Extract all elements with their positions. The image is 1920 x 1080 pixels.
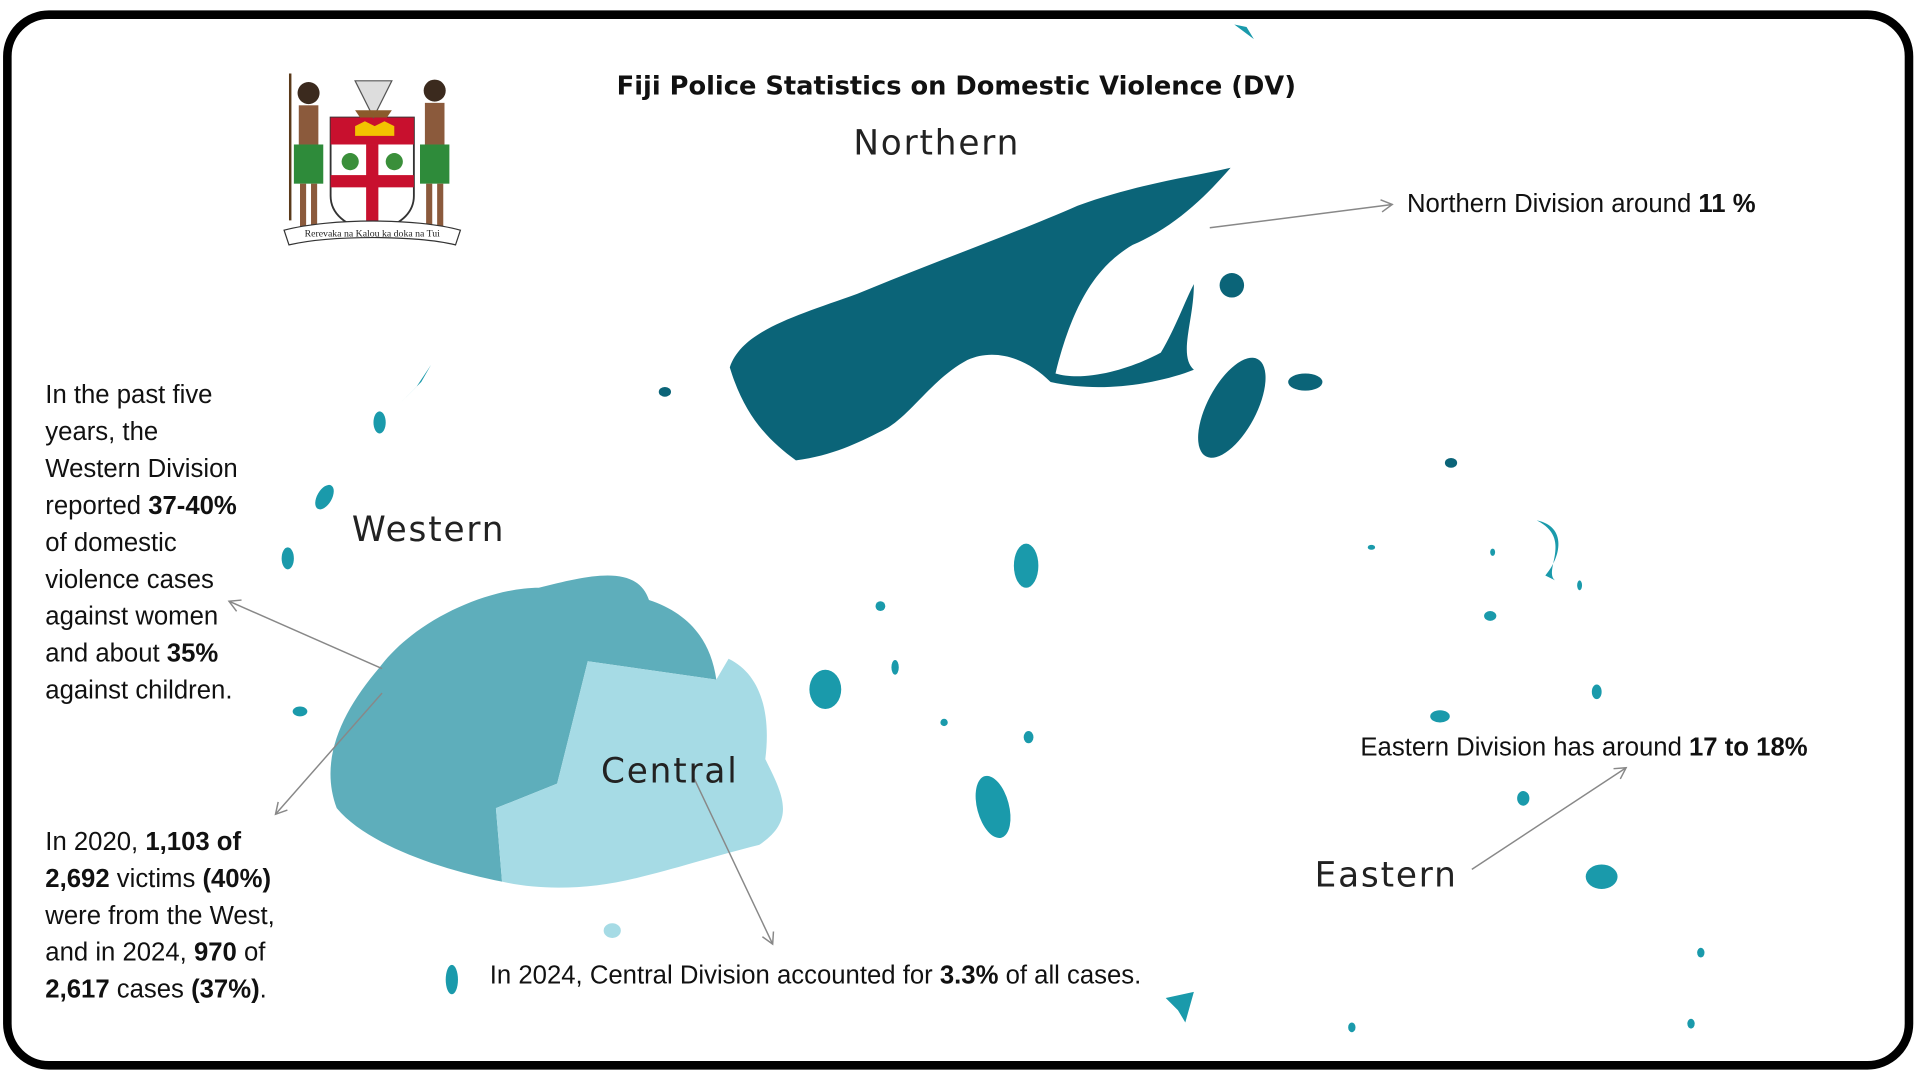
annotation-line: In 2020, 1,103 of <box>45 828 241 856</box>
annotation-text: In 2024, Central Division accounted for <box>490 961 940 989</box>
crest-motto: Rerevaka na Kalou ka doka na Tui <box>305 228 441 239</box>
region-label: Central <box>601 751 739 791</box>
annotation-line: of domestic <box>45 529 177 557</box>
annotation-line: In 2024, Central Division accounted for … <box>490 961 1142 989</box>
annotation-text: . <box>260 976 267 1004</box>
annotation-emphasis: 3.3% <box>940 961 999 989</box>
annotation-text: were from the West, <box>44 902 275 930</box>
annotation-line: Northern Division around 11 % <box>1407 190 1756 218</box>
annotation-text: violence cases <box>45 566 214 594</box>
annotation-emphasis: 2,692 <box>45 865 109 893</box>
annotation-text: against women <box>45 603 218 631</box>
annotation-line: reported 37-40% <box>45 492 237 520</box>
region-label: Northern <box>853 123 1020 163</box>
region-label: Western <box>352 510 505 550</box>
annotation-line: and in 2024, 970 of <box>45 939 266 967</box>
map-islands <box>281 24 1705 1033</box>
northern-division <box>729 167 1231 461</box>
central-division <box>495 658 783 888</box>
annotation-text: In the past five <box>45 381 212 409</box>
annotation-line: violence cases <box>45 566 214 594</box>
annotation-text: and about <box>45 640 167 668</box>
annotation-emphasis: 2,617 <box>45 976 109 1004</box>
annotation-emphasis: 970 <box>194 939 237 967</box>
annotation-text: Eastern Division has around <box>1360 734 1689 762</box>
annotation-emphasis: 1,103 of <box>145 828 241 856</box>
annotation-line: against children. <box>45 677 232 705</box>
leader-lines <box>227 199 1628 946</box>
annotation-emphasis: (40%) <box>202 865 271 893</box>
annotation-line: Eastern Division has around 17 to 18% <box>1360 734 1807 762</box>
annotation-emphasis: 11 % <box>1698 190 1755 218</box>
annotation-line: and about 35% <box>45 640 218 668</box>
annotation-line: years, the <box>45 418 158 446</box>
annotation-line: Western Division <box>45 455 237 483</box>
annotation-emphasis: 35% <box>167 640 219 668</box>
annotation-emphasis: 17 to 18% <box>1689 734 1808 762</box>
annotation-text: of domestic <box>45 529 177 557</box>
crest: Rerevaka na Kalou ka doka na Tui <box>283 73 462 246</box>
annotation-line: against women <box>45 603 218 631</box>
annotation-text: against children. <box>45 677 232 705</box>
title: Fiji Police Statistics on Domestic Viole… <box>617 71 1296 101</box>
annotation-emphasis: (37%) <box>191 976 260 1004</box>
annotation-text: victims <box>110 865 203 893</box>
region-label: Eastern <box>1315 856 1458 896</box>
frame <box>3 10 1914 1070</box>
annotation-text: years, the <box>45 418 158 446</box>
annotation-text: and in 2024, <box>45 939 194 967</box>
annotation-text: cases <box>110 976 191 1004</box>
annotation-line: 2,692 victims (40%) <box>45 865 271 893</box>
annotation-text: of <box>237 939 266 967</box>
annotation-line: In the past five <box>45 381 212 409</box>
annotation-emphasis: 37-40% <box>148 492 237 520</box>
annotation-line: 2,617 cases (37%). <box>45 976 267 1004</box>
annotation-line: were from the West, <box>44 902 275 930</box>
annotation-text: In 2020, <box>45 828 145 856</box>
annotation-text: of all cases. <box>998 961 1141 989</box>
western-division <box>330 575 717 882</box>
annotation-text: Western Division <box>45 455 237 483</box>
annotation-text: reported <box>45 492 148 520</box>
annotation-text: Northern Division around <box>1407 190 1698 218</box>
